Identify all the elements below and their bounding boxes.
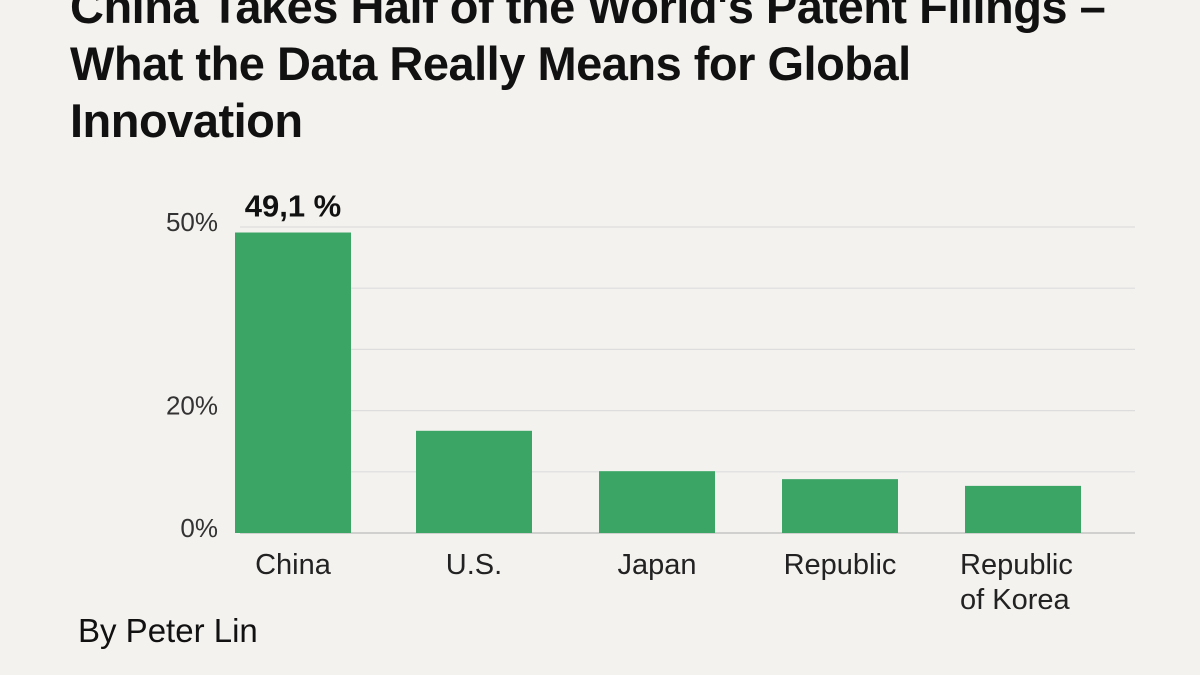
bar bbox=[782, 479, 898, 533]
y-tick-label: 0% bbox=[180, 513, 218, 543]
bar bbox=[416, 430, 532, 533]
y-tick-label: 20% bbox=[166, 390, 218, 420]
x-tick-label: U.S. bbox=[445, 549, 503, 581]
bar bbox=[235, 232, 351, 533]
y-tick-label: 50% bbox=[166, 207, 218, 237]
x-tick-label: Republic bbox=[783, 549, 897, 581]
x-tick-label: Republic of Korea bbox=[960, 549, 1073, 616]
x-tick-label: China bbox=[255, 549, 331, 581]
byline: By Peter Lin bbox=[78, 612, 258, 649]
value-label: 49,1 % bbox=[245, 189, 342, 224]
chart-title: China Takes Half of the World's Patent F… bbox=[70, 0, 1106, 147]
bar bbox=[965, 485, 1081, 533]
bar bbox=[599, 471, 715, 533]
x-tick-label: Japan bbox=[617, 549, 697, 581]
